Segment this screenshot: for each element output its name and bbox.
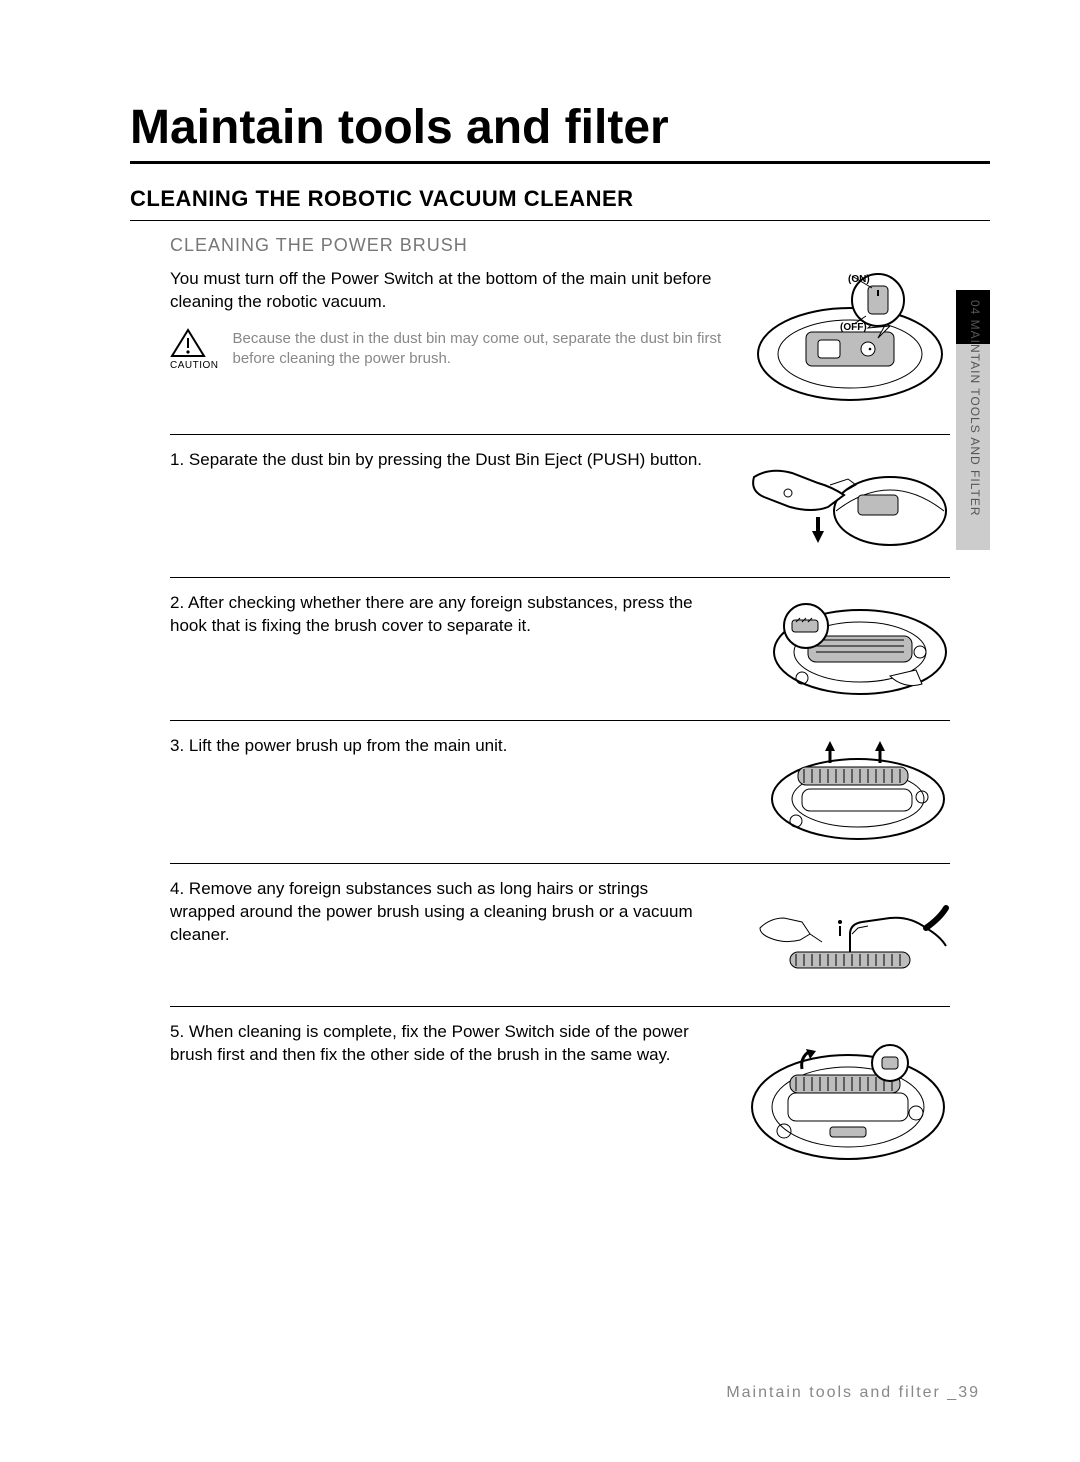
page-title: Maintain tools and filter (130, 100, 990, 164)
caution-label: CAUTION (170, 360, 219, 371)
step-5-text: 5. When cleaning is complete, fix the Po… (170, 1021, 720, 1067)
figure-power-switch: (ON) (OFF) (750, 268, 950, 408)
step-2-text: 2. After checking whether there are any … (170, 592, 720, 638)
figure-step-2 (740, 592, 950, 702)
step-4-text: 4. Remove any foreign substances such as… (170, 878, 720, 947)
step-3-text: 3. Lift the power brush up from the main… (170, 735, 720, 758)
intro-text: You must turn off the Power Switch at th… (170, 268, 730, 314)
page-subtitle: CLEANING THE ROBOTIC VACUUM CLEANER (130, 186, 990, 221)
step-4: 4. Remove any foreign substances such as… (170, 863, 950, 1006)
step-5: 5. When cleaning is complete, fix the Po… (170, 1006, 950, 1189)
figure-step-3 (740, 735, 950, 845)
step-3: 3. Lift the power brush up from the main… (170, 720, 950, 863)
caution-icon: CAUTION (170, 328, 219, 371)
side-tab-label: 04 MAINTAIN TOOLS AND FILTER (968, 300, 982, 517)
caution-text: Because the dust in the dust bin may com… (233, 329, 731, 370)
step-2: 2. After checking whether there are any … (170, 577, 950, 720)
figure-step-1 (740, 449, 950, 559)
label-off: (OFF) (840, 322, 867, 333)
figure-step-5 (740, 1021, 950, 1171)
step-1: 1. Separate the dust bin by pressing the… (170, 434, 950, 577)
figure-step-4 (740, 878, 950, 988)
page-footer: Maintain tools and filter _39 (726, 1384, 980, 1402)
label-on: (ON) (848, 274, 870, 285)
section-head: CLEANING THE POWER BRUSH (170, 235, 950, 256)
step-1-text: 1. Separate the dust bin by pressing the… (170, 449, 720, 472)
